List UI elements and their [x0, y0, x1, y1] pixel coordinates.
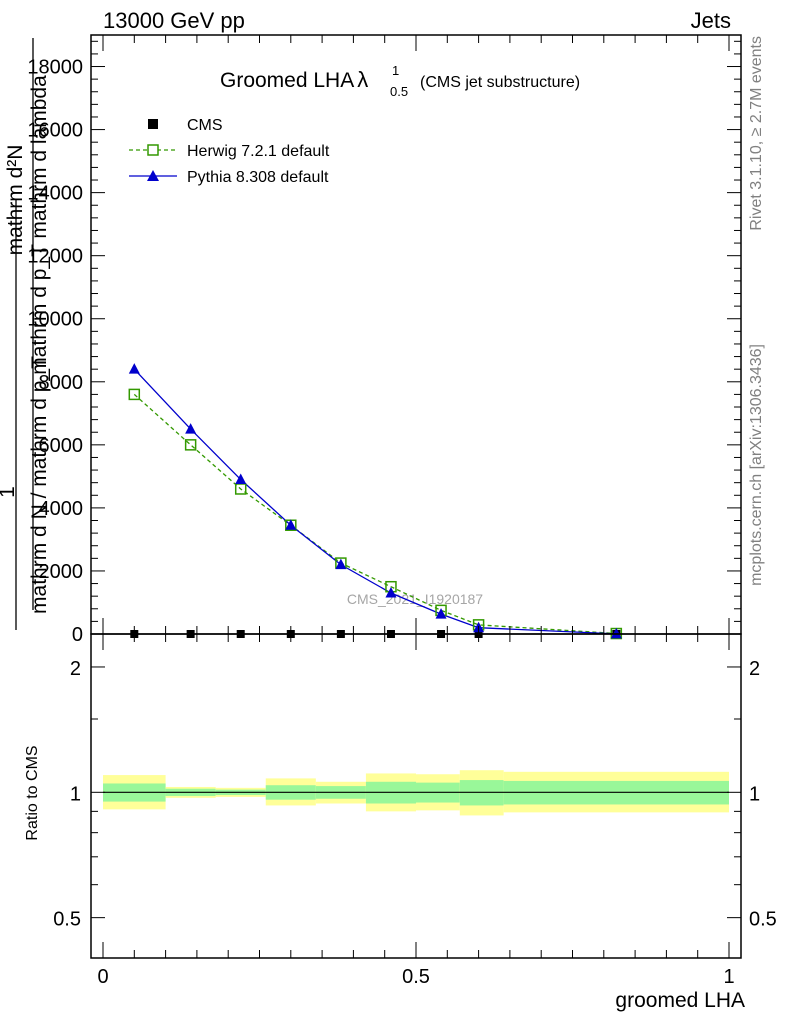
title-sub: 0.5 — [390, 84, 408, 99]
main-panel: CMS_2021_I1920187 0 2000 4000 6000 8000 10000… — [0, 34, 742, 646]
main-ytick-label: 10000 — [27, 309, 83, 331]
legend-label-pythia: Pythia 8.308 default — [187, 169, 329, 186]
legend-entry-herwig: Herwig 7.2.1 default — [129, 143, 330, 160]
legend-label-herwig: Herwig 7.2.1 default — [187, 143, 330, 160]
mcplots-label: mcplots.cern.ch [arXiv:1306.3436] — [748, 344, 765, 586]
legend-marker-pythia — [147, 170, 159, 181]
legend-marker-cms — [148, 119, 158, 129]
legend: CMS Herwig 7.2.1 default Pythia 8.308 de… — [129, 117, 330, 186]
x-axis-label: groomed LHA — [615, 989, 745, 1012]
ratio-ytick-label: 1 — [70, 783, 81, 805]
ylabel-one: 1 — [0, 486, 19, 498]
legend-entry-pythia: Pythia 8.308 default — [129, 169, 329, 186]
ratio-ytick-label: 0.5 — [53, 909, 81, 931]
data-point-herwig — [184, 439, 197, 451]
ratio-ytick-label-right: 2 — [749, 658, 760, 680]
title-text: Groomed LHA — [220, 69, 354, 92]
main-ytick-label: 16000 — [27, 120, 83, 142]
chart-subtitle: (CMS jet substructure) — [420, 74, 580, 91]
chart-title: Groomed LHA λ 1 0.5 (CMS jet substructure… — [220, 63, 580, 99]
header-right: Jets — [691, 8, 731, 33]
ratio-xtick-label: 1 — [723, 966, 734, 988]
ratio-xtick-label: 0.5 — [402, 966, 430, 988]
data-point-pythia — [385, 587, 397, 598]
ratio-panel: 0.5 0.5 1 1 2 2 0 0.5 1 Ratio to CMS groomed LH… — [24, 633, 777, 1012]
y-axis-label: mathrm d²N mathrm d p_T mathrm d lambda … — [0, 38, 51, 630]
main-ytick-label: 12000 — [27, 246, 83, 268]
data-point-pythia — [335, 558, 347, 570]
watermark: CMS_2021_I1920187 — [347, 591, 483, 607]
data-point-pythia — [610, 627, 622, 639]
data-point-pythia — [435, 608, 447, 619]
legend-marker-herwig — [147, 144, 159, 156]
rivet-label: Rivet 3.1.10, ≥ 2.7M events — [748, 36, 765, 231]
data-point-herwig — [128, 388, 141, 401]
main-ytick-label: 18000 — [27, 57, 83, 79]
ratio-xtick-label: 0 — [97, 966, 108, 988]
ratio-ytick-label-right: 0.5 — [749, 909, 777, 931]
main-ytick-label: 14000 — [27, 183, 83, 205]
main-ytick-label: 4000 — [39, 498, 84, 520]
main-ytick-label: 0 — [72, 624, 83, 646]
main-ytick-label: 8000 — [39, 372, 84, 394]
title-lambda: λ — [357, 67, 368, 92]
data-point-pythia — [128, 363, 140, 374]
ratio-ylabel: Ratio to CMS — [24, 745, 41, 840]
ylabel-denominator: mathrm d N / mathrm d p_T — [28, 356, 51, 614]
ratio-ytick-label: 2 — [70, 658, 81, 680]
main-ytick-label: 2000 — [39, 561, 84, 583]
ratio-ytick-label-right: 1 — [749, 783, 760, 805]
legend-entry-cms: CMS — [148, 117, 223, 134]
data-point-pythia — [235, 473, 247, 485]
ylabel-numerator-2: mathrm d p_T mathrm d lambda — [28, 75, 51, 375]
main-ytick-label: 6000 — [39, 435, 84, 457]
title-sup: 1 — [392, 63, 399, 78]
legend-label-cms: CMS — [187, 117, 223, 134]
data-point-pythia — [185, 423, 197, 434]
header-left: 13000 GeV pp — [103, 8, 245, 33]
data-point-pythia — [285, 519, 297, 530]
